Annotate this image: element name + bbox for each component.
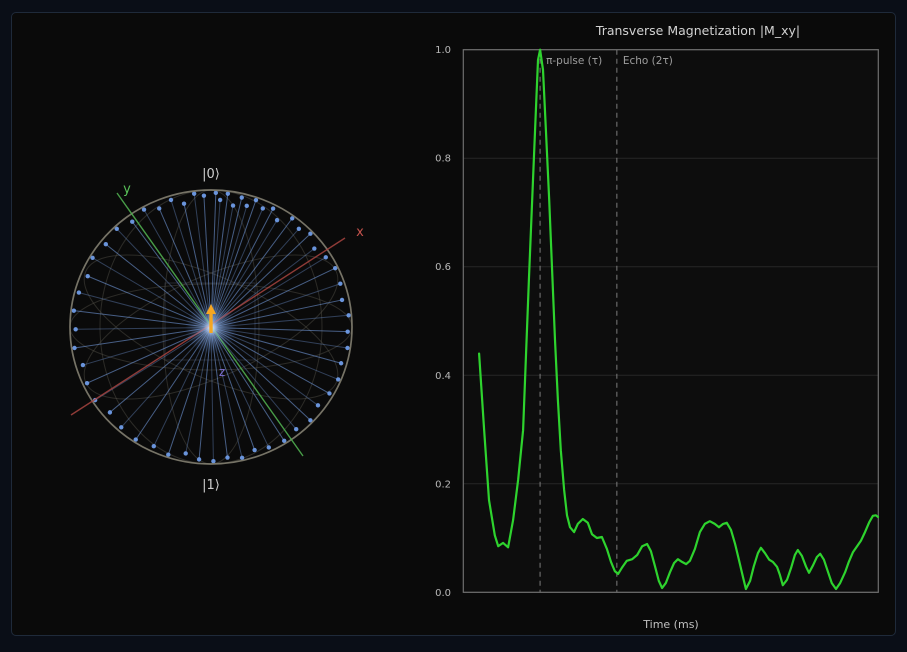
chart-title: Transverse Magnetization |M_xy| <box>595 23 800 38</box>
spin-dot <box>72 345 77 351</box>
spin-dot <box>213 190 219 196</box>
ket1-label: |1⟩ <box>202 478 220 493</box>
spin-dot <box>239 195 244 200</box>
spin-dot <box>201 193 207 198</box>
spin-dot <box>290 216 295 221</box>
spin-dot <box>211 459 216 464</box>
spin-dot <box>253 197 259 203</box>
spin-dot <box>114 226 119 232</box>
spin-dot <box>141 207 147 212</box>
spin-dot <box>244 203 249 209</box>
spin-dot <box>166 452 171 457</box>
magnetization-arrow <box>206 304 216 333</box>
spin-dot <box>293 427 299 432</box>
spin-dot <box>130 219 135 224</box>
spin-dot <box>225 455 230 460</box>
spin-dot <box>196 457 202 462</box>
spin-dot <box>260 206 265 211</box>
spin-dot <box>274 217 280 223</box>
spin-dot <box>312 246 317 251</box>
spin-dot <box>346 313 351 318</box>
curve-layer <box>478 48 880 591</box>
ket0-label: |0⟩ <box>202 167 220 182</box>
spin-dot <box>296 226 302 231</box>
spin-dot <box>332 265 338 271</box>
spin-dot <box>133 437 138 442</box>
spin-dot <box>85 273 90 279</box>
spin-dot <box>308 231 313 236</box>
spin-dot <box>266 445 272 450</box>
spin-dot <box>103 242 109 247</box>
spin-dot <box>73 327 78 332</box>
spin-dot <box>80 362 86 368</box>
y-tick-labels: 0.0 0.2 0.4 0.6 0.8 1.0 <box>435 45 451 599</box>
spin-dot <box>239 455 245 461</box>
spin-dot <box>168 197 174 203</box>
y-tick-label: 0.4 <box>435 371 451 382</box>
sphere-outline <box>69 189 353 465</box>
spin-dot <box>181 201 187 206</box>
y-axis-label: y <box>123 182 131 197</box>
y-tick-label: 0.2 <box>435 479 451 490</box>
y-tick-label: 0.8 <box>435 154 451 165</box>
spin-dot <box>217 197 223 203</box>
spin-dot <box>282 438 287 444</box>
x-axis-title: Time (ms) <box>642 618 698 631</box>
spin-dot <box>335 377 341 382</box>
spin-dot <box>252 447 257 453</box>
spin-dot <box>327 391 332 396</box>
annotation-label: π-pulse (τ) <box>546 55 602 67</box>
spin-dot <box>119 425 124 430</box>
annotations: π-pulse (τ) Echo (2τ) <box>539 49 673 593</box>
y-tick-label: 1.0 <box>435 45 451 56</box>
z-axis-label: z <box>219 365 225 379</box>
spin-dot <box>191 191 197 196</box>
spin-dot <box>157 206 162 211</box>
spin-dot <box>107 410 113 415</box>
spin-dot <box>323 255 328 260</box>
spin-dot <box>339 297 345 303</box>
x-axis-label: x <box>356 225 364 240</box>
spin-dot <box>230 203 236 208</box>
spin-dot <box>345 345 350 351</box>
spin-dot <box>315 403 321 408</box>
spin-dot <box>71 308 77 313</box>
spin-dot <box>183 451 188 456</box>
y-tick-label: 0.0 <box>435 588 451 599</box>
plot-frame <box>462 49 879 593</box>
spin-dot <box>338 281 343 286</box>
spin-dot <box>308 418 313 423</box>
y-tick-label: 0.6 <box>435 262 451 273</box>
spin-dot <box>90 255 95 261</box>
spin-dot <box>84 380 90 386</box>
plot-area <box>463 49 879 593</box>
magnetization-curve <box>478 48 880 591</box>
spin-dot <box>338 361 344 366</box>
spin-dot <box>76 290 82 295</box>
spin-dot <box>151 443 156 449</box>
annotation-label: Echo (2τ) <box>623 55 673 67</box>
spin-dot <box>345 329 350 334</box>
spin-dot <box>270 206 276 211</box>
spin-dot <box>225 191 231 196</box>
